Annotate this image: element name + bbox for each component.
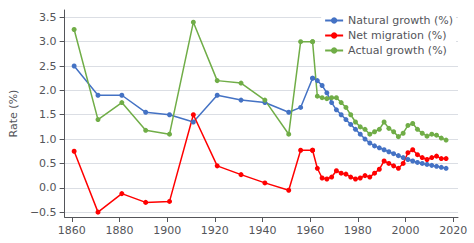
svg-text:1.0: 1.0 (39, 133, 57, 146)
svg-text:2000: 2000 (392, 224, 420, 237)
svg-text:1980: 1980 (344, 224, 372, 237)
svg-text:1880: 1880 (105, 224, 133, 237)
svg-text:Net migration (%): Net migration (%) (348, 29, 446, 42)
svg-text:1860: 1860 (58, 224, 86, 237)
svg-text:Natural growth (%): Natural growth (%) (348, 14, 453, 27)
svg-text:Actual growth (%): Actual growth (%) (348, 44, 447, 57)
svg-text:0.5: 0.5 (39, 157, 57, 170)
svg-text:2.0: 2.0 (39, 84, 57, 97)
svg-text:Rate (%): Rate (%) (7, 90, 20, 138)
svg-text:−0.5: −0.5 (30, 206, 57, 219)
svg-text:2.5: 2.5 (39, 60, 57, 73)
svg-text:2020: 2020 (439, 224, 467, 237)
svg-text:0.0: 0.0 (39, 181, 57, 194)
svg-text:1.5: 1.5 (39, 108, 57, 121)
svg-text:3.0: 3.0 (39, 35, 57, 48)
svg-text:1900: 1900 (153, 224, 181, 237)
svg-text:1920: 1920 (201, 224, 229, 237)
svg-text:1940: 1940 (248, 224, 276, 237)
svg-text:1960: 1960 (296, 224, 324, 237)
svg-text:3.5: 3.5 (39, 11, 57, 24)
